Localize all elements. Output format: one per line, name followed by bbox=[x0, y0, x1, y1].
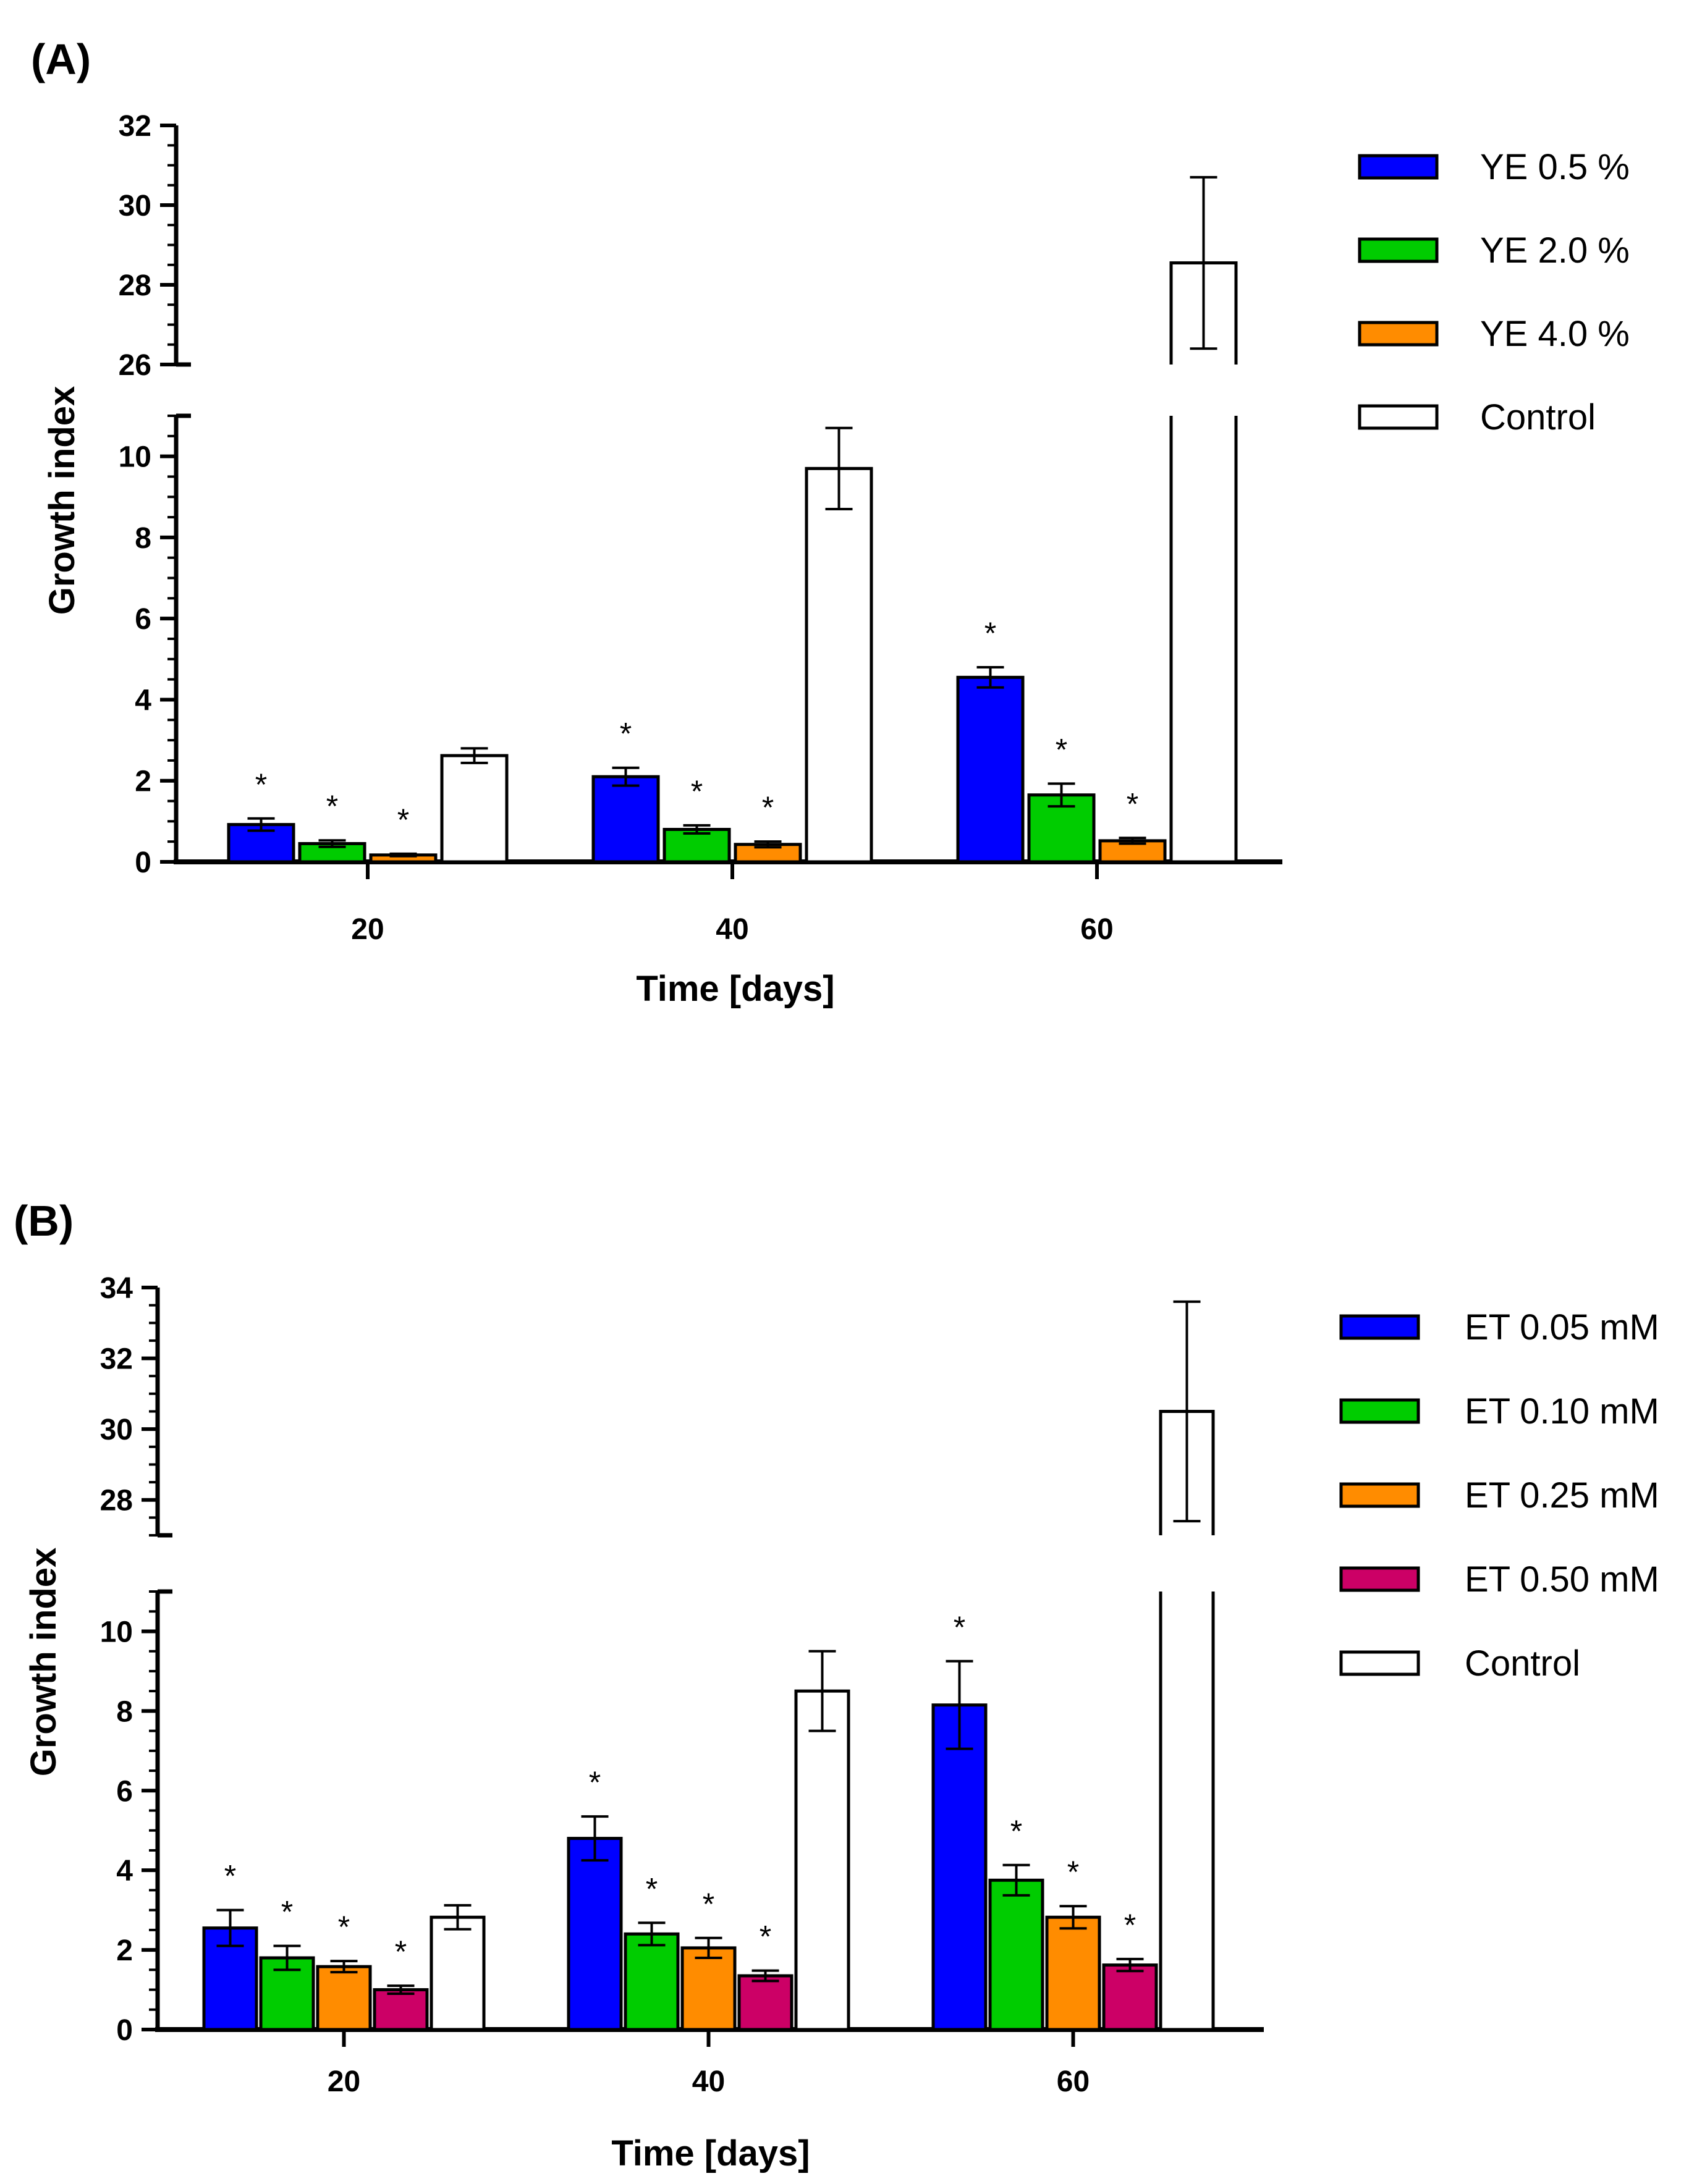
y-axis-title: Growth index bbox=[42, 386, 82, 615]
legend-label: ET 0.50 mM bbox=[1465, 1559, 1659, 1600]
y-tick-label: 0 bbox=[116, 2014, 133, 2047]
significance-star: * bbox=[1124, 1908, 1136, 1942]
y-tick-label: 28 bbox=[119, 269, 151, 302]
legend: YE 0.5 % YE 2.0 % YE 4.0 % Control bbox=[1358, 147, 1630, 437]
y-tick-label: 4 bbox=[135, 684, 151, 717]
x-tick-label: 60 bbox=[1080, 913, 1113, 946]
panel-label: (B) bbox=[14, 1197, 74, 1245]
significance-star: * bbox=[703, 1887, 714, 1921]
y-tick-label: 8 bbox=[116, 1695, 133, 1728]
chart-panel-b: (B) 0 2 4 6 8 10 28 30 32 34 Growth index Time [days… bbox=[14, 1197, 1659, 2173]
bar-et-0-05-mm-60 bbox=[931, 1703, 988, 2031]
y-tick-label: 6 bbox=[116, 1775, 133, 1808]
bar-et-0-10-mm-60 bbox=[988, 1878, 1044, 2031]
y-tick-label: 30 bbox=[100, 1414, 133, 1446]
legend-swatch bbox=[1339, 1566, 1420, 1592]
x-tick-label: 40 bbox=[692, 2065, 725, 2098]
y-tick-label: 2 bbox=[116, 1934, 133, 1967]
x-tick-label: 20 bbox=[328, 2065, 360, 2098]
significance-star: * bbox=[255, 767, 267, 802]
legend-swatch bbox=[1339, 1398, 1420, 1424]
legend-label: ET 0.05 mM bbox=[1465, 1307, 1659, 1347]
y-tick-label: 8 bbox=[135, 522, 151, 555]
significance-star: * bbox=[224, 1859, 236, 1894]
y-tick-label: 4 bbox=[116, 1855, 133, 1887]
x-tick-label: 40 bbox=[716, 913, 748, 946]
significance-star: * bbox=[1056, 732, 1067, 767]
bar-control-60-lower bbox=[1159, 1592, 1215, 2031]
legend-swatch bbox=[1339, 1650, 1420, 1676]
significance-star: * bbox=[589, 1765, 601, 1800]
significance-star: * bbox=[326, 789, 338, 824]
bar-et-0-05-mm-40 bbox=[567, 1837, 623, 2031]
legend-swatch bbox=[1358, 321, 1439, 347]
y-tick-label: 2 bbox=[135, 765, 151, 798]
significance-star: * bbox=[338, 1910, 350, 1944]
bar-et-0-10-mm-40 bbox=[624, 1932, 680, 2031]
significance-star: * bbox=[397, 803, 409, 837]
x-tick-label: 20 bbox=[351, 913, 384, 946]
y-tick-label: 34 bbox=[100, 1272, 133, 1305]
bar-ye-0-5-60 bbox=[956, 675, 1025, 864]
legend-label: ET 0.25 mM bbox=[1465, 1475, 1659, 1516]
bar-et-0-25-mm-20 bbox=[316, 1965, 372, 2031]
legend-label: ET 0.10 mM bbox=[1465, 1391, 1659, 1431]
bar-et-0-50-mm-40 bbox=[737, 1974, 794, 2031]
y-tick-label: 32 bbox=[119, 110, 151, 143]
bar-control-20 bbox=[430, 1915, 486, 2031]
x-axis-title: Time [days] bbox=[611, 2133, 810, 2173]
significance-star: * bbox=[954, 1610, 965, 1645]
significance-star: * bbox=[762, 790, 774, 825]
legend-swatch bbox=[1339, 1482, 1420, 1508]
legend-swatch bbox=[1358, 154, 1439, 180]
legend-swatch bbox=[1339, 1314, 1420, 1340]
y-tick-label: 10 bbox=[100, 1616, 133, 1648]
y-tick-label: 0 bbox=[135, 846, 151, 879]
chart-panel-a: (A) 0 2 4 6 8 10 26 28 30 32 Growth index Time [days… bbox=[31, 35, 1630, 1009]
bar-et-0-25-mm-40 bbox=[680, 1946, 737, 2031]
bar-et-0-25-mm-60 bbox=[1045, 1915, 1101, 2031]
y-tick-label: 10 bbox=[119, 441, 151, 474]
significance-star: * bbox=[281, 1895, 293, 1929]
bar-ye-0-5-40 bbox=[591, 775, 660, 864]
legend-label: YE 4.0 % bbox=[1480, 314, 1630, 354]
legend-label: YE 0.5 % bbox=[1480, 147, 1630, 187]
legend-swatch bbox=[1358, 404, 1439, 430]
bar-et-0-50-mm-60 bbox=[1102, 1963, 1158, 2031]
legend-label: YE 2.0 % bbox=[1480, 230, 1630, 271]
y-tick-label: 30 bbox=[119, 190, 151, 222]
y-tick-label: 6 bbox=[135, 603, 151, 636]
y-tick-label: 28 bbox=[100, 1485, 133, 1517]
legend-swatch bbox=[1358, 237, 1439, 263]
bar-control-40 bbox=[805, 466, 873, 864]
significance-star: * bbox=[984, 616, 996, 651]
x-axis-title: Time [days] bbox=[636, 969, 834, 1009]
bar-et-0-50-mm-20 bbox=[373, 1988, 429, 2031]
panel-label: (A) bbox=[31, 35, 91, 83]
y-tick-label: 32 bbox=[100, 1343, 133, 1376]
significance-star: * bbox=[395, 1934, 407, 1969]
y-tick-label: 26 bbox=[119, 349, 151, 382]
significance-star: * bbox=[760, 1920, 771, 1954]
bar-control-40 bbox=[794, 1689, 850, 2031]
significance-star: * bbox=[691, 774, 703, 809]
significance-star: * bbox=[646, 1871, 658, 1906]
legend: ET 0.05 mM ET 0.10 mM ET 0.25 mM ET 0.50 mM… bbox=[1339, 1307, 1659, 1684]
y-axis-title: Growth index bbox=[23, 1548, 64, 1777]
legend-label: Control bbox=[1465, 1643, 1580, 1684]
bar-control-20 bbox=[440, 754, 509, 864]
legend-label: Control bbox=[1480, 397, 1596, 437]
significance-star: * bbox=[1067, 1855, 1079, 1889]
significance-star: * bbox=[1010, 1814, 1022, 1849]
x-tick-label: 60 bbox=[1057, 2065, 1090, 2098]
significance-star: * bbox=[620, 717, 632, 751]
significance-star: * bbox=[1127, 786, 1138, 821]
bar-control-60-lower bbox=[1169, 416, 1238, 864]
